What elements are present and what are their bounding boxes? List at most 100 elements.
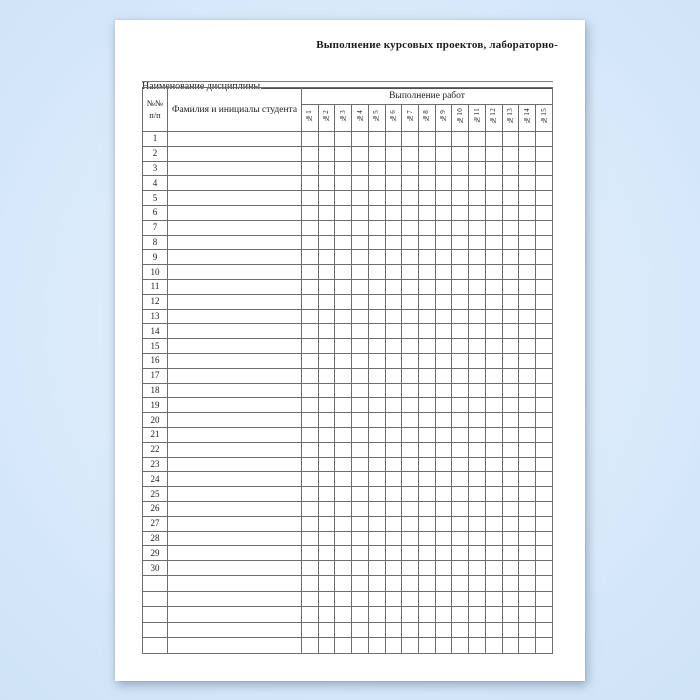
work-mark-cell [401, 338, 420, 354]
row-number-cell: 25 [142, 486, 168, 502]
work-mark-cell [451, 367, 470, 384]
work-mark-cell [401, 219, 420, 236]
row-number-cell: 4 [142, 175, 168, 192]
work-mark-cell [351, 323, 369, 340]
work-mark-cell [451, 160, 470, 177]
work-mark-cell [317, 397, 336, 414]
work-mark-cell [434, 367, 453, 384]
work-mark-cell [301, 352, 319, 369]
work-mark-cell [418, 590, 436, 608]
work-mark-cell [501, 367, 520, 384]
table-row: 24 [142, 471, 553, 488]
work-mark-cell [451, 606, 470, 623]
work-mark-cell [434, 471, 453, 488]
work-mark-cell [401, 530, 420, 547]
header-number-col: №№ п/п [142, 87, 168, 132]
work-mark-cell [418, 352, 436, 369]
work-mark-cell [535, 515, 553, 532]
table-row: 22 [142, 441, 553, 458]
work-col-label: №5 [372, 109, 381, 122]
work-mark-cell [401, 175, 420, 192]
table-row [142, 590, 553, 608]
work-mark-cell [384, 397, 403, 414]
work-mark-cell [351, 160, 369, 177]
row-number-cell [142, 606, 168, 623]
work-mark-cell [384, 441, 403, 458]
work-mark-cell [384, 160, 403, 177]
work-mark-cell [484, 456, 503, 473]
work-col-header-11: №11 [468, 104, 486, 132]
work-mark-cell [518, 637, 537, 654]
work-mark-cell [484, 515, 503, 532]
work-mark-cell [401, 515, 420, 532]
work-mark-cell [451, 323, 470, 340]
work-mark-cell [317, 441, 336, 458]
work-mark-cell [501, 426, 520, 443]
work-mark-cell [301, 382, 319, 399]
work-mark-cell [501, 441, 520, 458]
work-mark-cell [535, 249, 553, 266]
row-number-cell: 22 [142, 441, 168, 458]
work-mark-cell [484, 574, 503, 592]
work-mark-cell [484, 412, 503, 428]
work-mark-cell [501, 219, 520, 236]
work-mark-cell [351, 293, 369, 310]
work-mark-cell [501, 530, 520, 547]
work-mark-cell [334, 426, 353, 443]
work-mark-cell [518, 486, 537, 502]
work-mark-cell [334, 456, 353, 473]
work-mark-cell [401, 621, 420, 639]
work-mark-cell [418, 621, 436, 639]
row-number-cell: 6 [142, 204, 168, 221]
work-mark-cell [301, 249, 319, 266]
table-row [142, 574, 553, 592]
work-mark-cell [401, 278, 420, 295]
table-row: 9 [142, 249, 553, 266]
student-name-cell [167, 456, 302, 473]
work-mark-cell [317, 367, 336, 384]
work-mark-cell [535, 621, 553, 639]
table-row: 25 [142, 486, 553, 502]
work-mark-cell [451, 621, 470, 639]
work-mark-cell [351, 545, 369, 562]
row-number-cell: 7 [142, 219, 168, 236]
work-mark-cell [484, 323, 503, 340]
work-mark-cell [367, 441, 386, 458]
work-mark-cell [384, 590, 403, 608]
work-mark-cell [317, 456, 336, 473]
work-mark-cell [518, 530, 537, 547]
work-mark-cell [434, 637, 453, 654]
work-mark-cell [535, 308, 553, 325]
work-mark-cell [301, 606, 319, 623]
work-mark-cell [384, 278, 403, 295]
student-name-cell [167, 471, 302, 488]
work-mark-cell [317, 204, 336, 221]
work-mark-cell [367, 456, 386, 473]
work-col-header-5: №5 [367, 104, 386, 132]
work-mark-cell [501, 637, 520, 654]
work-col-label: №4 [355, 109, 364, 122]
work-mark-cell [334, 175, 353, 192]
work-mark-cell [351, 515, 369, 532]
work-mark-cell [434, 486, 453, 502]
work-mark-cell [317, 145, 336, 162]
work-mark-cell [484, 293, 503, 310]
work-mark-cell [317, 500, 336, 517]
work-mark-cell [468, 308, 486, 325]
work-mark-cell [401, 441, 420, 458]
work-mark-cell [434, 397, 453, 414]
work-mark-cell [401, 426, 420, 443]
work-mark-cell [384, 293, 403, 310]
work-col-header-2: №2 [317, 104, 336, 132]
work-mark-cell [384, 471, 403, 488]
work-mark-cell [401, 131, 420, 147]
student-name-cell [167, 367, 302, 384]
table-row: 30 [142, 560, 553, 576]
work-mark-cell [301, 471, 319, 488]
work-mark-cell [334, 590, 353, 608]
work-mark-cell [535, 131, 553, 147]
work-col-header-14: №14 [518, 104, 537, 132]
work-mark-cell [518, 382, 537, 399]
work-mark-cell [501, 560, 520, 576]
work-mark-cell [535, 590, 553, 608]
